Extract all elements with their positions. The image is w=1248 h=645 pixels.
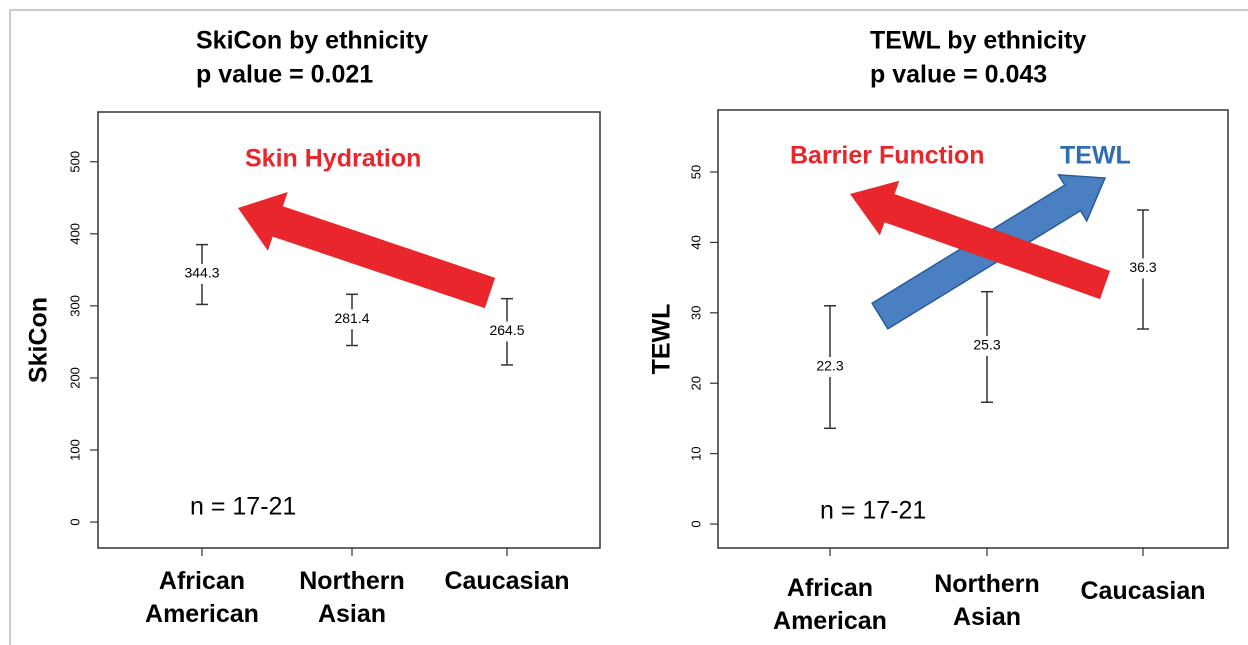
x-tick-label: Northern Asian: [934, 570, 1040, 631]
annotation: TEWL: [1060, 142, 1131, 170]
y-axis-label: SkiCon: [25, 297, 53, 383]
annotation: Skin Hydration: [245, 145, 421, 173]
y-tick-label: 10: [688, 446, 703, 460]
x-tick-label: African American: [773, 574, 887, 635]
y-tick-label: 0: [688, 520, 703, 527]
point-marker: [808, 357, 852, 378]
value-label: 36.3: [1129, 259, 1156, 275]
point-marker: [180, 263, 224, 284]
y-axis-label: TEWL: [648, 304, 676, 375]
y-tick-label: 400: [67, 223, 82, 245]
y-tick-label: 20: [688, 376, 703, 390]
arrow: [850, 180, 1111, 300]
value-label: 22.3: [816, 358, 843, 374]
value-label: 344.3: [184, 265, 219, 281]
y-tick-label: 0: [67, 518, 82, 525]
chart-subtitle: p value = 0.043: [870, 61, 1047, 89]
y-tick-label: 200: [67, 367, 82, 389]
plot-box: [717, 109, 1229, 549]
x-tick-label: Caucasian: [1080, 577, 1206, 605]
point-marker: [330, 309, 374, 330]
value-label: 281.4: [334, 310, 369, 326]
y-tick-label: 500: [67, 151, 82, 173]
plot-box: [97, 111, 601, 549]
x-tick-label: Northern Asian: [299, 567, 405, 628]
value-label: 25.3: [973, 337, 1000, 353]
annotation: n = 17-21: [820, 497, 926, 525]
y-tick-label: 50: [688, 165, 703, 179]
y-tick-label: 300: [67, 295, 82, 317]
point-marker: [965, 335, 1009, 356]
arrow: [238, 192, 496, 309]
annotation: Barrier Function: [790, 142, 984, 170]
chart-subtitle: p value = 0.021: [196, 61, 373, 89]
chart-title: SkiCon by ethnicity: [196, 27, 428, 55]
point-marker: [485, 321, 529, 342]
point-marker: [1121, 258, 1165, 279]
y-tick-label: 100: [67, 439, 82, 461]
y-tick-label: 30: [688, 306, 703, 320]
annotation: n = 17-21: [190, 493, 296, 521]
value-label: 264.5: [489, 322, 524, 338]
x-tick-label: Caucasian: [444, 567, 570, 595]
chart-title: TEWL by ethnicity: [870, 27, 1086, 55]
x-tick-label: African American: [145, 567, 259, 628]
y-tick-label: 40: [688, 235, 703, 249]
